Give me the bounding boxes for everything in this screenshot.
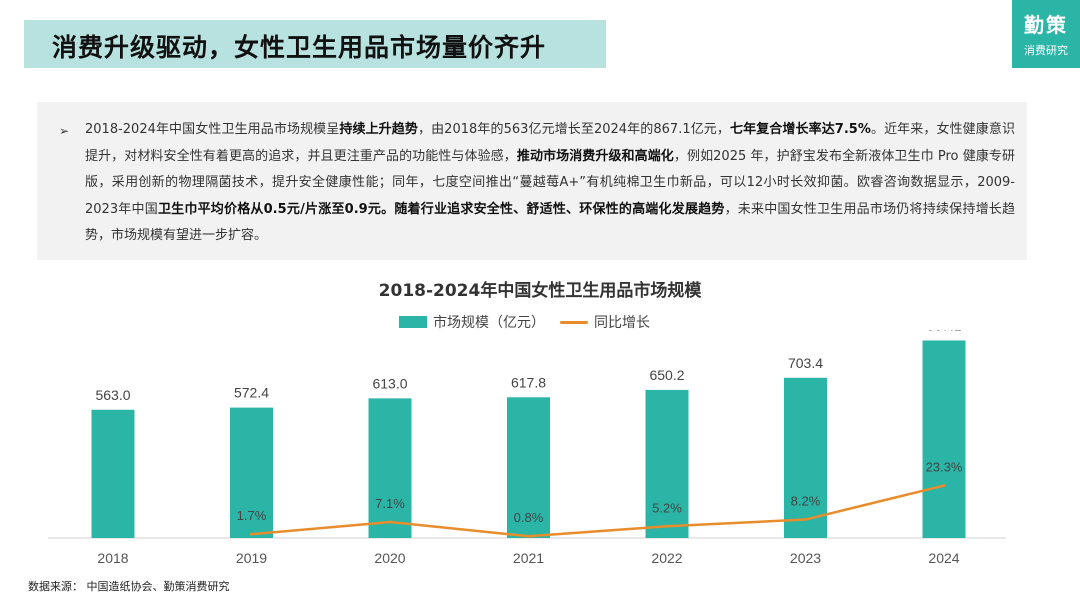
growth-label-2019: 1.7% <box>237 508 267 523</box>
description-text: 2018-2024年中国女性卫生用品市场规模呈持续上升趋势，由2018年的563… <box>85 117 1015 250</box>
bar-label-2018: 563.0 <box>95 387 130 403</box>
growth-point-2022 <box>665 524 669 528</box>
growth-label-2024: 23.3% <box>926 460 963 475</box>
legend-bar-label: 市场规模（亿元） <box>433 315 545 331</box>
bar-label-2019: 572.4 <box>234 385 269 401</box>
description-segment: 卫生巾平均价格从0.5元/片涨至0.9元。随着行业追求安全性、舒适性、环保性的高… <box>157 201 725 217</box>
description-box: ➢ 2018-2024年中国女性卫生用品市场规模呈持续上升趋势，由2018年的5… <box>37 102 1027 260</box>
page-title: 消费升级驱动，女性卫生用品市场量价齐升 <box>52 33 547 62</box>
description-segment: ，未来中国女性卫生用品市场仍将持续保持增长趋势，市场规模有望进一步扩容。 <box>85 201 1015 244</box>
brand-subtitle: 消费研究 <box>1024 44 1068 57</box>
bar-2020 <box>368 398 412 538</box>
brand-logo: 勤策 消费研究 <box>1012 0 1080 68</box>
x-tick-label-2019: 2019 <box>236 550 267 566</box>
growth-label-2022: 5.2% <box>652 500 682 515</box>
x-tick-label-2023: 2023 <box>790 550 821 566</box>
x-tick-label-2020: 2020 <box>374 550 405 566</box>
x-tick-label-2018: 2018 <box>97 550 128 566</box>
x-tick-label-2021: 2021 <box>513 550 544 566</box>
legend-bar-swatch <box>399 316 427 328</box>
growth-point-2023 <box>804 518 807 522</box>
growth-point-2019 <box>250 532 253 536</box>
chart-title: 2018-2024年中国女性卫生用品市场规模 <box>378 281 702 301</box>
bar-2019 <box>230 407 273 538</box>
growth-point-2021 <box>527 534 530 538</box>
growth-label-2020: 7.1% <box>375 496 405 511</box>
legend-item-line: 同比增长 <box>560 312 650 332</box>
bar-2023 <box>784 377 827 538</box>
description-segment: 2018-2024年中国女性卫生用品市场规模呈 <box>85 122 340 137</box>
bar-label-2020: 613.0 <box>372 375 407 391</box>
legend-item-bar: 市场规模（亿元） <box>399 312 545 332</box>
x-tick-label-2022: 2022 <box>651 550 682 566</box>
growth-label-2023: 8.2% <box>791 494 821 509</box>
bar-2018 <box>91 409 135 538</box>
growth-label-2021: 0.8% <box>514 510 544 525</box>
description-segment: ，例如2025 年，护舒宝发布全新液体卫生巾 Pro 健康专研版，采用创新的物理… <box>85 148 1015 217</box>
description-segment: 七年复合增长率达7.5% <box>730 122 871 137</box>
market-size-chart: 563.0 2018 572.4 2019 613.0 2020 617.8 2021 650.… <box>48 330 1006 566</box>
description-segment: 推动市场消费升级和高端化 <box>516 148 674 164</box>
chart-legend: 市场规模（亿元） 同比增长 <box>0 312 1080 332</box>
legend-line-swatch <box>560 320 588 324</box>
bar-label-2021: 617.8 <box>511 374 546 390</box>
bar-label-2023: 703.4 <box>788 355 823 371</box>
data-source: 数据来源： 中国造纸协会、勤策消费研究 <box>28 580 230 593</box>
growth-point-2020 <box>388 520 392 524</box>
arrow-bullet-icon: ➢ <box>59 124 70 138</box>
bar-2024 <box>922 340 966 538</box>
description-segment: ，由2018年的563亿元增长至2024年的867.1亿元， <box>417 122 730 137</box>
bar-label-2022: 650.2 <box>649 367 684 383</box>
bar-label-2024: 867.1 <box>926 330 961 333</box>
bar-2021 <box>507 397 550 538</box>
x-tick-label-2024: 2024 <box>928 550 959 566</box>
description-segment: 。近年来，女性健康意识提升，对材料安全性有着更高的追求，并且更注重产品的功能性与… <box>85 122 1015 164</box>
brand-name: 勤策 <box>1024 13 1068 37</box>
legend-line-label: 同比增长 <box>594 315 650 331</box>
bar-2022 <box>645 389 689 538</box>
description-segment: 持续上升趋势 <box>339 122 418 137</box>
growth-line <box>250 484 946 538</box>
title-banner: 消费升级驱动，女性卫生用品市场量价齐升 <box>24 20 606 68</box>
growth-point-2024 <box>942 484 946 488</box>
